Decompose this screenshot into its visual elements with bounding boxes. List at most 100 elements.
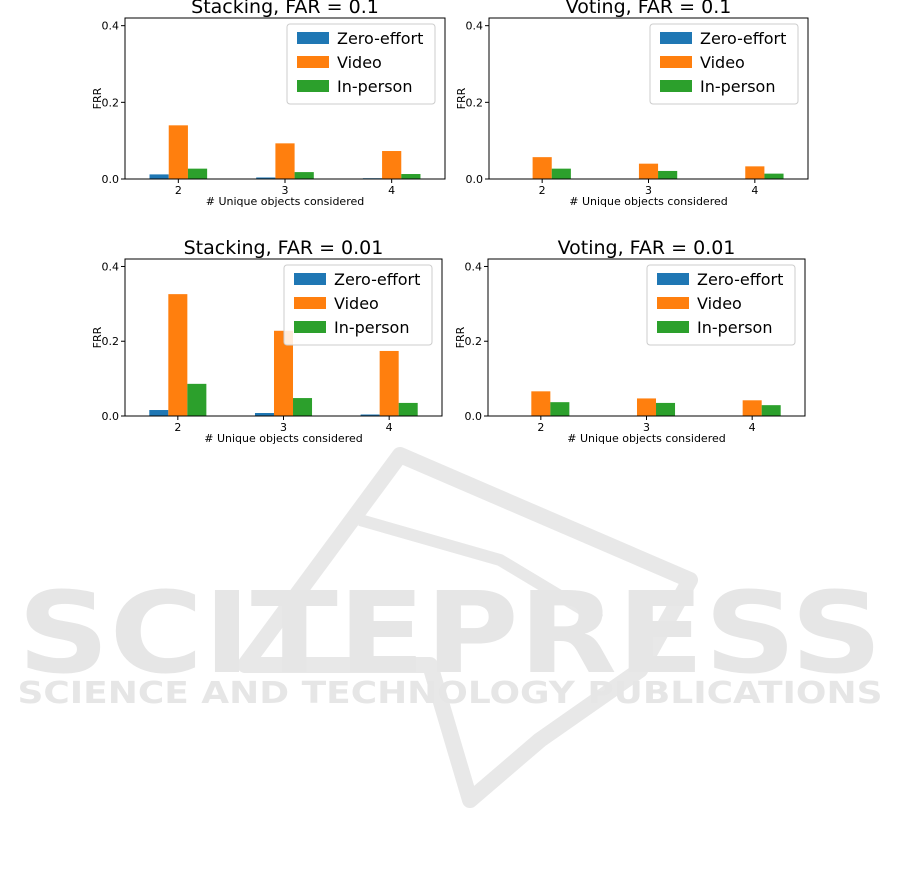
- legend-swatch-in-person: [294, 321, 326, 333]
- bar-video-3: [636, 398, 657, 416]
- bar-video-3: [275, 143, 295, 179]
- y-tick-label: 0.0: [466, 173, 484, 186]
- watermark-title: SCITEPRESS: [18, 569, 883, 699]
- bar-in-person-2: [551, 168, 571, 179]
- bar-zero-effort-2: [149, 410, 169, 416]
- bar-in-person-3: [656, 402, 676, 416]
- bar-in-person-3: [293, 398, 313, 416]
- bar-in-person-4: [764, 173, 784, 179]
- bar-in-person-3: [294, 172, 314, 179]
- chart-title: Stacking, FAR = 0.01: [184, 237, 384, 259]
- legend-label: Video: [697, 294, 742, 313]
- chart-panel-1: Stacking, FAR = 0.1 0.0 0.2 0.4 2 3 4 # Unique …: [91, 0, 446, 208]
- legend-swatch-video: [657, 297, 689, 309]
- legend-label: Video: [337, 53, 382, 72]
- x-tick-label: 4: [386, 421, 393, 434]
- x-tick-label: 3: [282, 184, 289, 197]
- bar-video-4: [382, 151, 402, 179]
- bar-zero-effort-4: [360, 414, 380, 416]
- bar-video-3: [638, 163, 659, 179]
- legend-label: In-person: [700, 77, 775, 96]
- y-tick-label: 0.2: [102, 96, 120, 109]
- legend-swatch-zero-effort: [657, 273, 689, 285]
- bar-in-person-4: [401, 174, 421, 179]
- y-tick-label: 0.4: [102, 20, 120, 33]
- bar-in-person-2: [550, 402, 570, 416]
- bar-in-person-4: [398, 402, 418, 416]
- bar-video-2: [168, 294, 188, 416]
- x-tick-label: 4: [751, 184, 758, 197]
- watermark-logo: [237, 447, 698, 808]
- legend: Zero-effort Video In-person: [283, 264, 433, 346]
- legend-label: Zero-effort: [700, 29, 786, 48]
- x-tick-label: 2: [539, 184, 546, 197]
- x-tick-label: 2: [537, 421, 544, 434]
- chart-panel-2: Voting, FAR = 0.1 0.0 0.2 0.4 2 3 4 # Unique ob…: [455, 0, 809, 208]
- y-tick-label: 0.2: [102, 335, 120, 348]
- legend-swatch-in-person: [657, 321, 689, 333]
- legend: Zero-effort Video In-person: [286, 23, 436, 105]
- x-tick-label: 2: [174, 421, 181, 434]
- legend-swatch-zero-effort: [297, 32, 329, 44]
- bar-zero-effort-2: [149, 174, 169, 179]
- bar-video-2: [532, 157, 552, 179]
- chart-title: Voting, FAR = 0.1: [566, 0, 732, 18]
- legend-swatch-zero-effort: [660, 32, 692, 44]
- chart-title: Stacking, FAR = 0.1: [191, 0, 379, 18]
- y-tick-label: 0.0: [102, 173, 120, 186]
- x-axis-label: # Unique objects considered: [567, 432, 725, 445]
- bar-in-person-2: [187, 383, 207, 416]
- bar-in-person-3: [658, 170, 678, 179]
- x-axis-label: # Unique objects considered: [204, 432, 362, 445]
- legend-swatch-zero-effort: [294, 273, 326, 285]
- bar-video-4: [742, 400, 762, 416]
- legend-label: In-person: [697, 318, 772, 337]
- bar-video-4: [745, 166, 765, 179]
- bar-video-3: [273, 330, 294, 416]
- watermark: SCITEPRESS SCIENCE AND TECHNOLOGY PUBLIC…: [18, 447, 883, 808]
- watermark-subtitle: SCIENCE AND TECHNOLOGY PUBLICATIONS: [18, 676, 883, 711]
- x-tick-label: 3: [280, 421, 287, 434]
- legend-label: In-person: [334, 318, 409, 337]
- x-axis-label: # Unique objects considered: [206, 195, 364, 208]
- legend-swatch-in-person: [297, 80, 329, 92]
- x-tick-label: 3: [643, 421, 650, 434]
- y-tick-label: 0.2: [465, 335, 483, 348]
- x-tick-label: 4: [749, 421, 756, 434]
- bar-video-2: [531, 391, 551, 416]
- legend-swatch-video: [660, 56, 692, 68]
- x-tick-label: 3: [645, 184, 652, 197]
- bar-zero-effort-3: [256, 177, 276, 179]
- y-tick-label: 0.4: [102, 260, 120, 273]
- bar-in-person-4: [761, 405, 781, 416]
- x-tick-label: 2: [175, 184, 182, 197]
- legend-label: In-person: [337, 77, 412, 96]
- y-tick-label: 0.0: [465, 410, 483, 423]
- chart-title: Voting, FAR = 0.01: [558, 237, 736, 259]
- legend-swatch-video: [297, 56, 329, 68]
- y-tick-label: 0.0: [102, 410, 120, 423]
- legend: Zero-effort Video In-person: [649, 23, 799, 105]
- y-tick-label: 0.4: [466, 20, 484, 33]
- bar-zero-effort-3: [254, 413, 274, 416]
- y-axis-label: FRR: [455, 87, 468, 109]
- chart-panel-3: Stacking, FAR = 0.01 0.0 0.2 0.4 2 3 4 # Unique…: [91, 237, 443, 445]
- legend-label: Zero-effort: [697, 270, 783, 289]
- x-tick-label: 4: [388, 184, 395, 197]
- bar-video-4: [379, 350, 399, 416]
- panels: Stacking, FAR = 0.1 0.0 0.2 0.4 2 3 4 # Unique …: [91, 0, 809, 445]
- y-axis-label: FRR: [91, 87, 104, 109]
- y-tick-label: 0.2: [466, 96, 484, 109]
- legend: Zero-effort Video In-person: [646, 264, 796, 346]
- y-tick-label: 0.4: [465, 260, 483, 273]
- legend-label: Zero-effort: [334, 270, 420, 289]
- x-axis-label: # Unique objects considered: [569, 195, 727, 208]
- chart-panel-4: Voting, FAR = 0.01 0.0 0.2 0.4 2 3 4 # Unique o…: [454, 237, 806, 445]
- legend-label: Video: [700, 53, 745, 72]
- bar-video-2: [168, 125, 188, 179]
- legend-label: Video: [334, 294, 379, 313]
- bar-in-person-2: [187, 168, 208, 179]
- legend-swatch-in-person: [660, 80, 692, 92]
- legend-label: Zero-effort: [337, 29, 423, 48]
